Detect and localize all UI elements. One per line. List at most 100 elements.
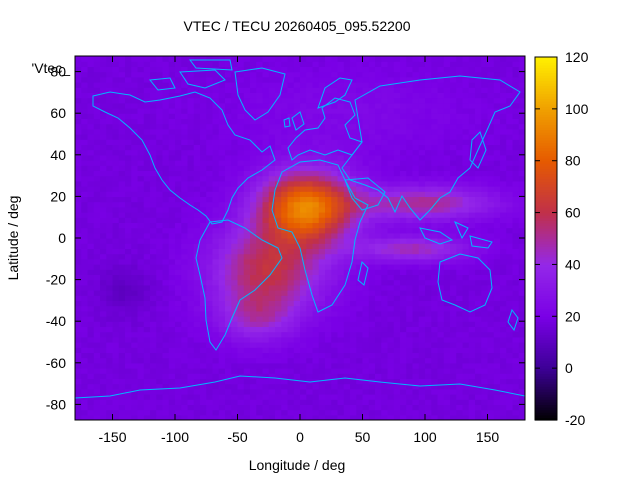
- heatmap-cell: [193, 269, 201, 275]
- heatmap-cell: [431, 180, 439, 187]
- heatmap-cell: [512, 284, 520, 291]
- heatmap-cell: [512, 310, 520, 317]
- heatmap-cell: [493, 378, 501, 385]
- heatmap-cell: [325, 191, 332, 197]
- heatmap-cell: [281, 326, 289, 333]
- heatmap-cell: [168, 165, 176, 171]
- heatmap-cell: [193, 388, 201, 395]
- heatmap-cell: [112, 144, 120, 151]
- heatmap-cell: [350, 264, 357, 270]
- heatmap-cell: [431, 87, 439, 93]
- heatmap-cell: [131, 258, 139, 265]
- heatmap-cell: [181, 191, 189, 197]
- heatmap-cell: [493, 258, 501, 265]
- heatmap-cell: [118, 373, 126, 379]
- heatmap-cell: [450, 134, 457, 140]
- heatmap-cell: [331, 300, 339, 307]
- heatmap-cell: [318, 253, 326, 260]
- heatmap-cell: [312, 102, 320, 109]
- heatmap-cell: [431, 212, 439, 218]
- heatmap-cell: [300, 331, 307, 338]
- heatmap-cell: [237, 258, 245, 265]
- heatmap-cell: [425, 388, 432, 395]
- heatmap-cell: [268, 139, 276, 145]
- heatmap-cell: [493, 139, 501, 145]
- heatmap-cell: [487, 243, 495, 249]
- heatmap-cell: [368, 76, 376, 83]
- heatmap-cell: [281, 388, 289, 395]
- heatmap-cell: [518, 118, 525, 125]
- heatmap-cell: [481, 347, 489, 353]
- heatmap-cell: [437, 414, 445, 420]
- heatmap-cell: [162, 113, 170, 119]
- heatmap-cell: [206, 196, 214, 203]
- heatmap-cell: [343, 102, 351, 109]
- heatmap-cell: [143, 118, 151, 125]
- heatmap-cell: [218, 274, 226, 281]
- heatmap-cell: [493, 160, 501, 166]
- heatmap-cell: [356, 76, 364, 83]
- heatmap-cell: [231, 66, 239, 73]
- heatmap-cell: [268, 108, 276, 114]
- heatmap-cell: [162, 404, 170, 411]
- heatmap-cell: [387, 295, 395, 301]
- heatmap-cell: [212, 414, 220, 420]
- heatmap-cell: [237, 87, 245, 93]
- heatmap-cell: [375, 321, 382, 327]
- heatmap-cell: [506, 82, 514, 88]
- heatmap-cell: [256, 201, 264, 208]
- heatmap-cell: [150, 56, 157, 62]
- heatmap-cell: [506, 310, 514, 317]
- heatmap-cell: [118, 331, 126, 338]
- heatmap-cell: [181, 139, 189, 145]
- heatmap-cell: [293, 160, 301, 166]
- heatmap-cell: [156, 212, 164, 218]
- heatmap-cell: [456, 139, 464, 145]
- heatmap-cell: [225, 97, 232, 104]
- heatmap-cell: [156, 362, 164, 369]
- heatmap-cell: [331, 212, 339, 218]
- heatmap-cell: [106, 399, 114, 405]
- heatmap-cell: [231, 165, 239, 171]
- heatmap-cell: [162, 144, 170, 151]
- heatmap-cell: [75, 248, 82, 255]
- heatmap-cell: [75, 170, 82, 177]
- heatmap-cell: [437, 409, 445, 416]
- heatmap-cell: [125, 206, 132, 213]
- heatmap-cell: [400, 404, 407, 411]
- heatmap-cell: [418, 269, 426, 275]
- heatmap-cell: [443, 383, 451, 390]
- heatmap-cell: [518, 66, 525, 73]
- heatmap-cell: [162, 310, 170, 317]
- heatmap-cell: [125, 66, 132, 73]
- heatmap-cell: [87, 232, 95, 239]
- heatmap-cell: [481, 217, 489, 223]
- heatmap-cell: [175, 253, 182, 260]
- heatmap-cell: [375, 326, 382, 333]
- heatmap-cell: [100, 269, 107, 275]
- heatmap-cell: [450, 201, 457, 208]
- heatmap-cell: [437, 232, 445, 239]
- heatmap-cell: [137, 186, 145, 192]
- heatmap-cell: [400, 352, 407, 359]
- heatmap-cell: [356, 102, 364, 109]
- heatmap-cell: [356, 144, 364, 151]
- heatmap-cell: [375, 248, 382, 255]
- heatmap-cell: [262, 352, 270, 359]
- heatmap-cell: [337, 128, 345, 135]
- heatmap-cell: [387, 71, 395, 78]
- heatmap-cell: [493, 92, 501, 99]
- heatmap-cell: [306, 279, 314, 286]
- heatmap-cell: [393, 154, 401, 161]
- heatmap-cell: [81, 362, 89, 369]
- heatmap-cell: [337, 394, 345, 400]
- heatmap-cell: [437, 357, 445, 364]
- heatmap-cell: [325, 388, 332, 395]
- heatmap-cell: [331, 66, 339, 73]
- heatmap-cell: [481, 66, 489, 73]
- heatmap-cell: [275, 409, 282, 416]
- heatmap-cell: [312, 154, 320, 161]
- heatmap-cell: [300, 232, 307, 239]
- heatmap-cell: [350, 134, 357, 140]
- heatmap-cell: [81, 284, 89, 291]
